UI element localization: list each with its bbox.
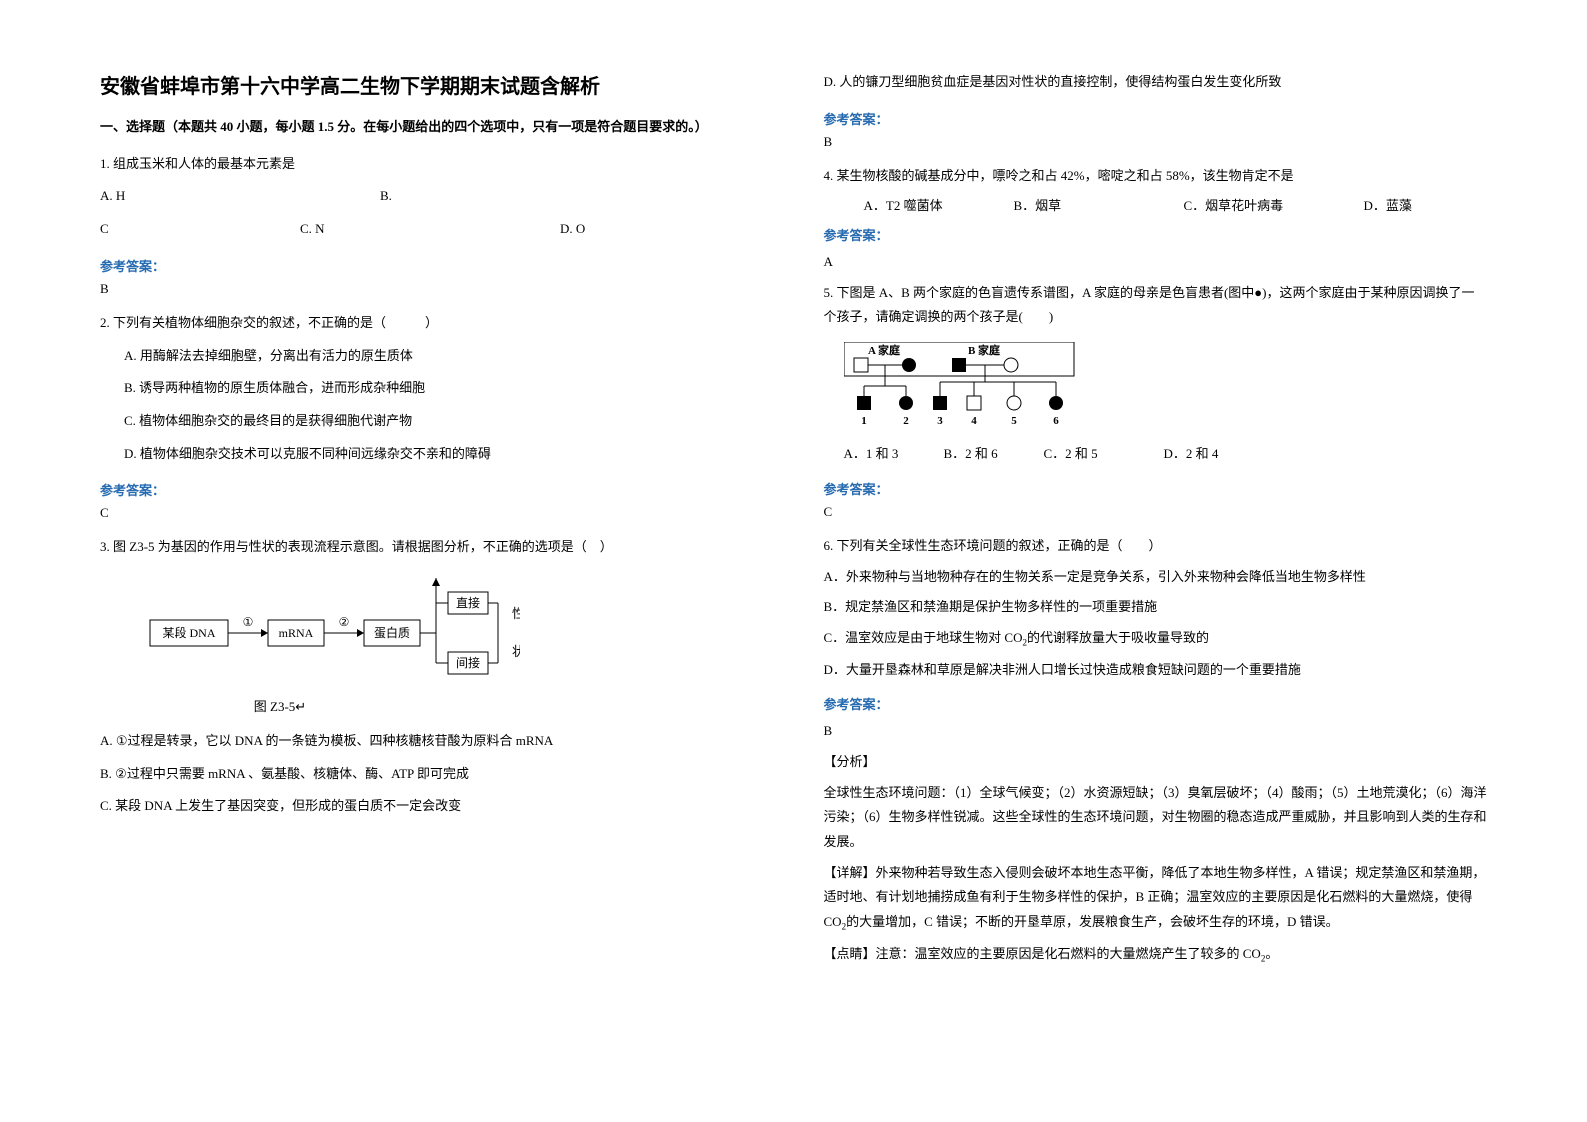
q1-opt-cn: C. N — [300, 217, 560, 242]
pedigree-svg: A 家庭 1 2 B 家庭 — [844, 342, 1104, 432]
q3-opt-d: D. 人的镰刀型细胞贫血症是基因对性状的直接控制，使得结构蛋白发生变化所致 — [824, 70, 1488, 95]
figure-caption: 图 Z3-5↵ — [100, 696, 460, 715]
q5-options: A．1 和 3 B．2 和 6 C．2 和 5 D．2 和 4 — [824, 442, 1488, 467]
q2-answer: C — [100, 505, 764, 521]
pedigree-diagram: A 家庭 1 2 B 家庭 — [844, 342, 1488, 436]
q3-opt-b-text: B. ②过程中只需要 mRNA 、氨基酸、核糖体、酶、ATP 即可完成 — [100, 766, 469, 781]
q5-opt-b: B．2 和 6 — [944, 442, 1044, 467]
q6-tip-pre: 注意：温室效应的主要原因是化石燃料的大量燃烧产生了较多的 CO — [876, 946, 1261, 961]
fig-arrow1-label: ① — [243, 615, 254, 629]
q6-tip: 【点睛】注意：温室效应的主要原因是化石燃料的大量燃烧产生了较多的 CO2。 — [824, 942, 1488, 968]
q4-answer-label: 参考答案： — [824, 225, 1488, 244]
section-heading: 一、选择题（本题共 40 小题，每小题 1.5 分。在每小题给出的四个选项中，只… — [100, 117, 764, 138]
ped-label-3: 3 — [937, 415, 943, 427]
q5-stem: 5. 下图是 A、B 两个家庭的色盲遗传系谱图，A 家庭的母亲是色盲患者(图中●… — [824, 281, 1488, 330]
q1-stem: 1. 组成玉米和人体的最基本元素是 — [100, 152, 764, 177]
q1-opt-d: D. O — [560, 217, 585, 242]
q3-opt-b: B. ②过程中只需要 mRNA 、氨基酸、核糖体、酶、ATP 即可完成 — [100, 762, 764, 787]
q6-answer-label: 参考答案： — [824, 694, 1488, 713]
q5-opt-d: D．2 和 4 — [1164, 442, 1219, 467]
q6-analysis: 全球性生态环境问题：（1）全球气候变；（2）水资源短缺；（3）臭氧层破坏；（4）… — [824, 781, 1488, 855]
q3-opt-a: A. ①过程是转录，它以 DNA 的一条链为模板、四种核糖核苷酸为原料合 mRN… — [100, 729, 764, 754]
fig-rb: 间接 — [456, 655, 480, 670]
right-column: D. 人的镰刀型细胞贫血症是基因对性状的直接控制，使得结构蛋白发生变化所致 参考… — [824, 70, 1488, 1082]
q6-opt-b: B．规定禁渔区和禁渔期是保护生物多样性的一项重要措施 — [824, 595, 1488, 620]
q4-opt-d: D．蓝藻 — [1364, 194, 1412, 219]
q2-stem: 2. 下列有关植物体细胞杂交的叙述，不正确的是（ ） — [100, 311, 764, 336]
ped-label-5: 5 — [1011, 415, 1017, 427]
q2-opt-c: C. 植物体细胞杂交的最终目的是获得细胞代谢产物 — [100, 409, 764, 434]
q4-stem: 4. 某生物核酸的碱基成分中，嘌呤之和占 42%，嘧啶之和占 58%，该生物肯定… — [824, 164, 1488, 189]
fig-box2: mRNA — [279, 626, 314, 640]
fig-rgt: 性 — [512, 606, 520, 621]
q5-opt-a: A．1 和 3 — [844, 442, 944, 467]
q3-stem: 3. 图 Z3-5 为基因的作用与性状的表现流程示意图。请根据图分析，不正确的选… — [100, 535, 764, 560]
q6-opt-c: C．温室效应是由于地球生物对 CO2的代谢释放量大于吸收量导致的 — [824, 626, 1488, 652]
q5-opt-c: C．2 和 5 — [1044, 442, 1164, 467]
q1-answer-label: 参考答案： — [100, 256, 764, 275]
ped-label-4: 4 — [971, 415, 977, 427]
fig-box3: 蛋白质 — [374, 625, 410, 640]
q3-opt-a-text: A. ①过程是转录，它以 DNA 的一条链为模板、四种核糖核苷酸为原料合 mRN… — [100, 733, 553, 748]
q4-opt-c: C．烟草花叶病毒 — [1184, 194, 1364, 219]
figure-z3-5: 某段 DNA ① mRNA ② 蛋白质 直接 间接 — [140, 578, 764, 692]
famB-label: B 家庭 — [967, 343, 999, 357]
q6-tip-suf: 。 — [1265, 946, 1278, 961]
fig-arrow2-label: ② — [339, 615, 350, 629]
fig-rt: 直接 — [456, 595, 480, 610]
q6-detail-suf: 的大量增加，C 错误；不断的开垦草原，发展粮食生产，会破坏生存的环境，D 错误。 — [846, 914, 1339, 929]
q1-opt-a: A. H — [100, 184, 380, 209]
q6-stem: 6. 下列有关全球性生态环境问题的叙述，正确的是（ ） — [824, 534, 1488, 559]
q2-opt-b: B. 诱导两种植物的原生质体融合，进而形成杂种细胞 — [100, 376, 764, 401]
ped-label-1: 1 — [861, 415, 867, 427]
flow-diagram-svg: 某段 DNA ① mRNA ② 蛋白质 直接 间接 — [140, 578, 520, 688]
q1-options-row1: A. H B. — [100, 184, 764, 209]
q4-options: A．T2 噬菌体 B．烟草 C．烟草花叶病毒 D．蓝藻 — [824, 194, 1488, 219]
fig-box1: 某段 DNA — [163, 625, 216, 640]
q6-opt-a: A．外来物种与当地物种存在的生物关系一定是竞争关系，引入外来物种会降低当地生物多… — [824, 565, 1488, 590]
q4-opt-a: A．T2 噬菌体 — [864, 194, 1014, 219]
fig-rgb: 状 — [512, 644, 520, 659]
ped-label-2: 2 — [903, 415, 909, 427]
q6-opt-c-pre: C．温室效应是由于地球生物对 CO — [824, 630, 1023, 645]
q2-answer-label: 参考答案： — [100, 480, 764, 499]
q6-answer: B — [824, 719, 1488, 744]
q1-options-row2: C C. N D. O — [100, 217, 764, 242]
q6-analysis-label: 【分析】 — [824, 750, 1488, 775]
q1-opt-b: B. — [380, 184, 392, 209]
q6-tip-label: 【点睛】 — [824, 946, 876, 961]
q5-answer-label: 参考答案： — [824, 479, 1488, 498]
q6-detail: 【详解】外来物种若导致生态入侵则会破坏本地生态平衡，降低了本地生物多样性，A 错… — [824, 861, 1488, 936]
q3-opt-c: C. 某段 DNA 上发生了基因突变，但形成的蛋白质不一定会改变 — [100, 794, 764, 819]
ped-label-6: 6 — [1053, 415, 1059, 427]
q2-opt-d: D. 植物体细胞杂交技术可以克服不同种间远缘杂交不亲和的障碍 — [100, 442, 764, 467]
q1-answer: B — [100, 281, 764, 297]
q4-opt-b: B．烟草 — [1014, 194, 1184, 219]
q5-answer: C — [824, 504, 1488, 520]
q6-opt-d: D．大量开垦森林和草原是解决非洲人口增长过快造成粮食短缺问题的一个重要措施 — [824, 658, 1488, 683]
left-column: 安徽省蚌埠市第十六中学高二生物下学期期末试题含解析 一、选择题（本题共 40 小… — [100, 70, 764, 1082]
q4-answer: A — [824, 250, 1488, 275]
q6-opt-c-suf: 的代谢释放量大于吸收量导致的 — [1027, 630, 1209, 645]
page-title: 安徽省蚌埠市第十六中学高二生物下学期期末试题含解析 — [100, 70, 764, 99]
q3-answer-label: 参考答案： — [824, 109, 1488, 128]
q1-opt-c-left: C — [100, 217, 300, 242]
famA-label: A 家庭 — [867, 343, 899, 357]
q6-detail-label: 【详解】 — [824, 865, 876, 880]
q3-answer: B — [824, 134, 1488, 150]
q2-opt-a: A. 用酶解法去掉细胞壁，分离出有活力的原生质体 — [100, 344, 764, 369]
